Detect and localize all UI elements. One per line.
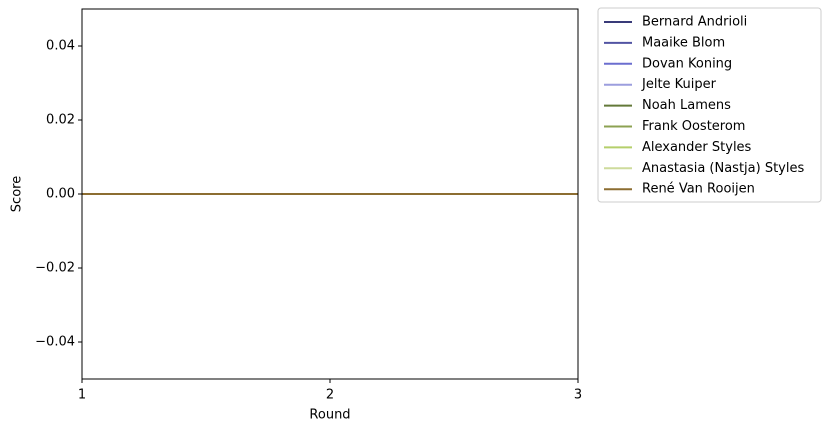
legend-label: Noah Lamens: [642, 98, 731, 113]
y-tick-label: 0.04: [46, 39, 75, 54]
legend-label: Anastasia (Nastja) Styles: [642, 161, 804, 176]
legend-label: Alexander Styles: [642, 140, 752, 155]
x-tick-label: 2: [326, 388, 334, 403]
legend-label: René Van Rooijen: [642, 182, 755, 197]
y-tick-label: −0.02: [35, 261, 75, 276]
y-tick-label: −0.04: [35, 335, 75, 350]
legend-label: Bernard Andrioli: [642, 15, 747, 30]
legend: Bernard Andrioli Maaike Blom Dovan Koning J…: [597, 7, 822, 203]
legend-label: Jelte Kuiper: [641, 77, 717, 92]
legend-label: Frank Oosterom: [642, 119, 745, 134]
plot-frame: [81, 8, 579, 380]
legend-frame: [597, 7, 822, 203]
x-tick-label: 3: [574, 388, 582, 403]
y-tick-label: 0.00: [46, 187, 75, 202]
x-axis-label: Round: [309, 408, 350, 423]
legend-label: Maaike Blom: [642, 35, 725, 50]
legend-label: Dovan Koning: [642, 56, 732, 71]
y-axis-label: Score: [10, 176, 25, 212]
x-tick-label: 1: [78, 388, 86, 403]
y-tick-label: 0.02: [46, 113, 75, 128]
